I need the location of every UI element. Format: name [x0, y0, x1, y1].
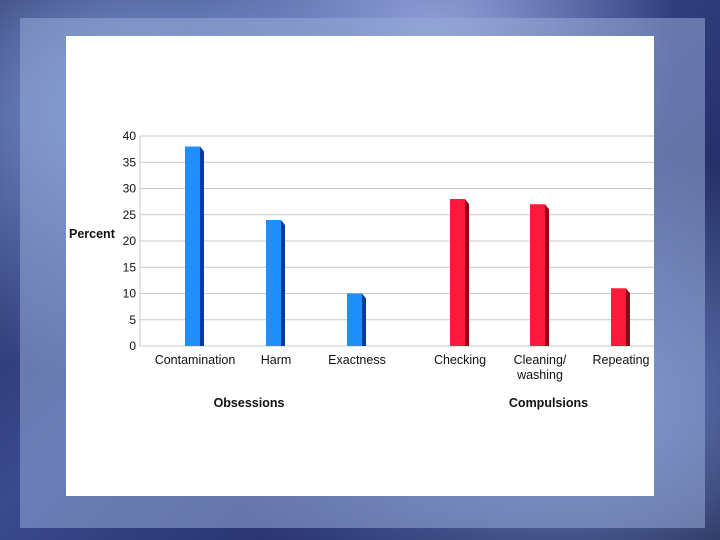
bar — [530, 204, 549, 346]
category-label: Repeating — [593, 353, 650, 367]
group-labels: Obsessions Compulsions — [214, 396, 589, 410]
category-label: Contamination — [155, 353, 236, 367]
category-labels: Contamination Harm Exactness Checking Cleani… — [155, 353, 650, 382]
group-label: Obsessions — [214, 396, 285, 410]
category-label: Exactness — [328, 353, 386, 367]
bar — [611, 288, 630, 346]
gridlines — [139, 135, 654, 347]
y-tick-label: 10 — [123, 287, 137, 301]
y-tick-label: 5 — [129, 313, 136, 327]
category-label: Checking — [434, 353, 486, 367]
bar — [185, 146, 204, 346]
category-label: Harm — [261, 353, 292, 367]
bars — [185, 146, 630, 346]
y-tick-label: 15 — [123, 260, 137, 274]
group-label: Compulsions — [509, 396, 588, 410]
y-tick-label: 20 — [123, 234, 137, 248]
y-axis-label: Percent — [69, 227, 116, 241]
chart-panel: 0 5 10 15 20 25 30 35 40 Contamination Harm Exactn… — [66, 36, 654, 496]
bar-chart: 0 5 10 15 20 25 30 35 40 Contamination Harm Exactn… — [69, 129, 654, 410]
y-tick-label: 40 — [123, 129, 137, 143]
bar — [266, 220, 285, 346]
y-tick-label: 25 — [123, 208, 137, 222]
y-tick-labels: 0 5 10 15 20 25 30 35 40 — [123, 129, 137, 353]
y-tick-label: 30 — [123, 182, 137, 196]
y-tick-label: 0 — [129, 339, 136, 353]
bar — [347, 293, 366, 346]
bar — [450, 199, 469, 346]
category-label: Cleaning/washing — [514, 353, 567, 382]
y-tick-label: 35 — [123, 155, 137, 169]
